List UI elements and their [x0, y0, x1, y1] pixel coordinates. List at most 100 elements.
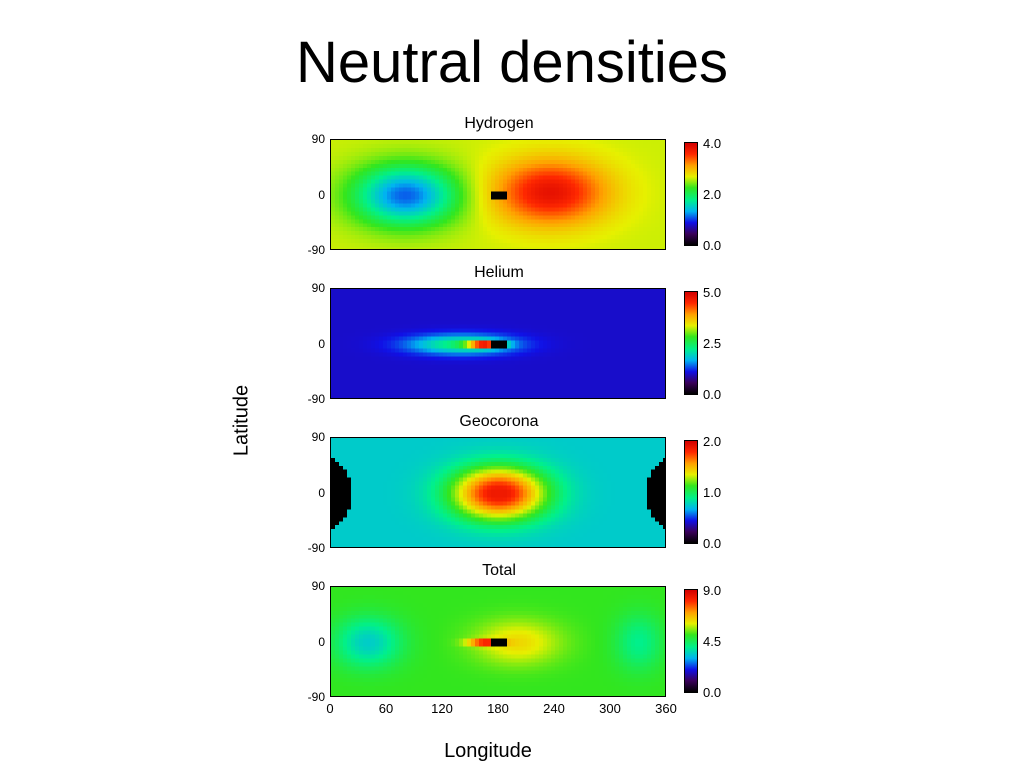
heatmap-cell [367, 336, 372, 342]
heatmap-cell [543, 247, 548, 249]
heatmap-cell [603, 300, 608, 306]
heatmap-cell [615, 316, 620, 322]
heatmap-cell [463, 356, 468, 361]
heatmap-cell [435, 368, 440, 373]
heatmap-cell [639, 247, 644, 249]
heatmap-cell [631, 191, 636, 197]
heatmap-cell [511, 199, 516, 205]
heatmap-cell [475, 438, 480, 443]
heatmap-cell [599, 167, 604, 173]
heatmap-cell [415, 191, 420, 197]
heatmap-cell [639, 368, 644, 373]
heatmap-cell [627, 364, 632, 369]
heatmap-cell [459, 396, 464, 398]
heatmap-cell [643, 223, 648, 228]
heatmap-cell [451, 438, 456, 443]
heatmap-cell [411, 147, 416, 153]
heatmap-cell [563, 332, 568, 338]
heatmap-cell [383, 376, 388, 381]
heatmap-cell [503, 171, 508, 177]
heatmap-cell [475, 211, 480, 216]
heatmap-cell [539, 167, 544, 173]
heatmap-cell [647, 163, 652, 169]
heatmap-cell [443, 392, 448, 397]
heatmap-cell [391, 175, 396, 181]
heatmap-cell [375, 199, 380, 205]
heatmap-cell [579, 215, 584, 220]
heatmap-cell [499, 231, 504, 236]
heatmap-cell [663, 332, 665, 338]
heatmap-cell [375, 438, 380, 443]
heatmap-cell [355, 231, 360, 236]
heatmap-cell [635, 372, 640, 377]
heatmap-cell [335, 243, 340, 248]
heatmap-cell [451, 328, 456, 334]
heatmap-cell [463, 159, 468, 165]
heatmap-cell [391, 143, 396, 149]
heatmap-cell [451, 332, 456, 338]
heatmap-cell [435, 163, 440, 169]
heatmap-cell [479, 376, 484, 381]
heatmap-cell [583, 183, 588, 189]
heatmap-cell [363, 199, 368, 205]
heatmap-cell [451, 143, 456, 149]
heatmap-cell [595, 368, 600, 373]
heatmap-cell [387, 243, 392, 248]
heatmap-cell [619, 243, 624, 248]
heatmap-cell [619, 368, 624, 373]
heatmap-cell [455, 211, 460, 216]
heatmap-cell [463, 396, 468, 398]
heatmap-cell [339, 392, 344, 397]
heatmap-cell [655, 159, 660, 165]
heatmap-cell [379, 300, 384, 306]
heatmap-cell [535, 175, 540, 181]
heatmap-cell [623, 235, 628, 240]
heatmap-cell [591, 388, 596, 393]
heatmap-cell [479, 289, 484, 294]
heatmap-cell [367, 223, 372, 228]
heatmap-cell [635, 380, 640, 385]
heatmap-cell [623, 199, 628, 205]
heatmap-cell [347, 392, 352, 397]
heatmap-cell [395, 364, 400, 369]
heatmap-cell [475, 308, 480, 314]
heatmap-cell [495, 308, 500, 314]
heatmap-cell [475, 140, 480, 145]
heatmap-cell [603, 179, 608, 185]
heatmap-cell [371, 167, 376, 173]
heatmap-cell [495, 328, 500, 334]
heatmap-cell [583, 336, 588, 342]
colorbar-tick-label: 2.5 [703, 336, 722, 351]
heatmap-cell [391, 187, 396, 193]
heatmap-cell [463, 215, 468, 220]
heatmap-cell [571, 211, 576, 216]
heatmap-cell [659, 231, 664, 236]
heatmap-cell [427, 300, 432, 306]
heatmap-cell [631, 227, 636, 232]
heatmap-cell [503, 328, 508, 334]
heatmap-cell [551, 296, 556, 302]
heatmap-cell [375, 368, 380, 373]
heatmap-cell [555, 183, 560, 189]
heatmap-cell [543, 187, 548, 193]
heatmap-cell [551, 368, 556, 373]
heatmap-cell [587, 292, 592, 298]
heatmap-cell [415, 207, 420, 212]
heatmap-cell [335, 368, 340, 373]
heatmap-cell [483, 183, 488, 189]
heatmap-cell [551, 211, 556, 216]
heatmap-cell [383, 219, 388, 224]
heatmap-cell [387, 159, 392, 165]
heatmap-cell [583, 380, 588, 385]
heatmap-cell [591, 348, 596, 354]
heatmap-cell [407, 324, 412, 330]
heatmap-cell [339, 140, 344, 145]
heatmap-cell [647, 235, 652, 240]
heatmap-cell [343, 289, 348, 294]
heatmap-cell [351, 155, 356, 161]
heatmap-cell [559, 368, 564, 373]
heatmap-cell [539, 207, 544, 212]
heatmap-cell [567, 396, 572, 398]
heatmap-cell [439, 235, 444, 240]
heatmap-cell [539, 312, 544, 318]
